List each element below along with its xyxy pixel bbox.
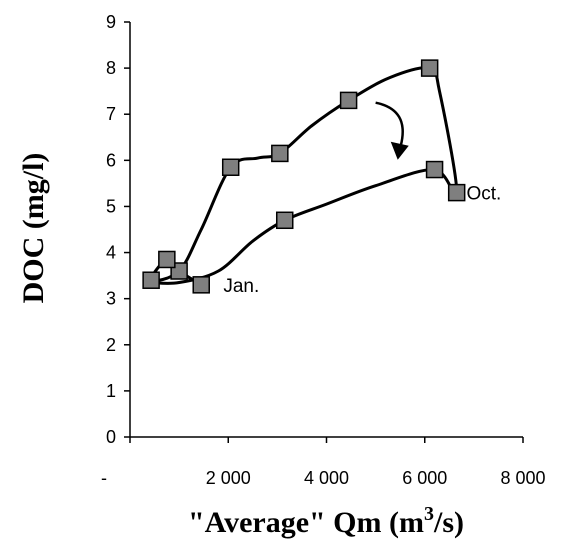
y-tick-label: 4 — [106, 243, 116, 263]
y-tick-label: 5 — [106, 196, 116, 216]
plot-area: 0 1 2 3 4 5 6 7 8 9 - 2 000 4 000 6 000 8 000 Jan. Oct… — [101, 12, 546, 488]
arrow-head — [390, 141, 409, 160]
y-tick-label: 3 — [106, 289, 116, 309]
y-tick-label: 0 — [106, 427, 116, 447]
data-point — [271, 144, 289, 163]
x-axis-title-suffix: /s) — [433, 506, 464, 539]
y-tick-label: 6 — [106, 150, 116, 170]
data-point — [339, 91, 358, 110]
data-point — [420, 59, 439, 77]
y-tick-label: 1 — [106, 381, 116, 401]
annotation-label: Oct. — [467, 184, 502, 205]
x-tick-label: 6 000 — [402, 468, 447, 488]
data-point — [425, 160, 444, 179]
x-axis-title-prefix: "Average" Qm (m — [188, 506, 424, 539]
y-axis-title: DOC (mg/l) — [17, 153, 50, 304]
annotations: Jan. Oct. — [223, 184, 501, 297]
arrow-shaft — [375, 101, 404, 147]
data-point — [158, 250, 176, 269]
x-tick-label: 8 000 — [500, 468, 545, 488]
series-curve — [149, 66, 459, 287]
data-point — [142, 271, 160, 289]
y-ticks: 0 1 2 3 4 5 6 7 8 9 — [106, 12, 130, 447]
y-tick-label: 8 — [106, 58, 116, 78]
data-point — [275, 211, 294, 230]
data-markers — [142, 59, 466, 294]
x-tick-label: - — [101, 468, 107, 488]
direction-arrow — [375, 101, 409, 160]
x-tick-label: 2 000 — [206, 468, 251, 488]
x-axis-title: "Average" Qm (m3/s) — [188, 503, 464, 539]
y-tick-label: 2 — [106, 335, 116, 355]
x-ticks: - 2 000 4 000 6 000 8 000 — [101, 437, 546, 488]
x-axis-title-superscript: 3 — [424, 503, 434, 525]
data-point — [221, 158, 240, 176]
y-tick-label: 7 — [106, 104, 116, 124]
annotation-label: Jan. — [223, 276, 259, 297]
data-point — [192, 276, 210, 294]
y-tick-label: 9 — [106, 12, 116, 32]
data-point — [447, 183, 466, 202]
x-tick-label: 4 000 — [304, 468, 349, 488]
